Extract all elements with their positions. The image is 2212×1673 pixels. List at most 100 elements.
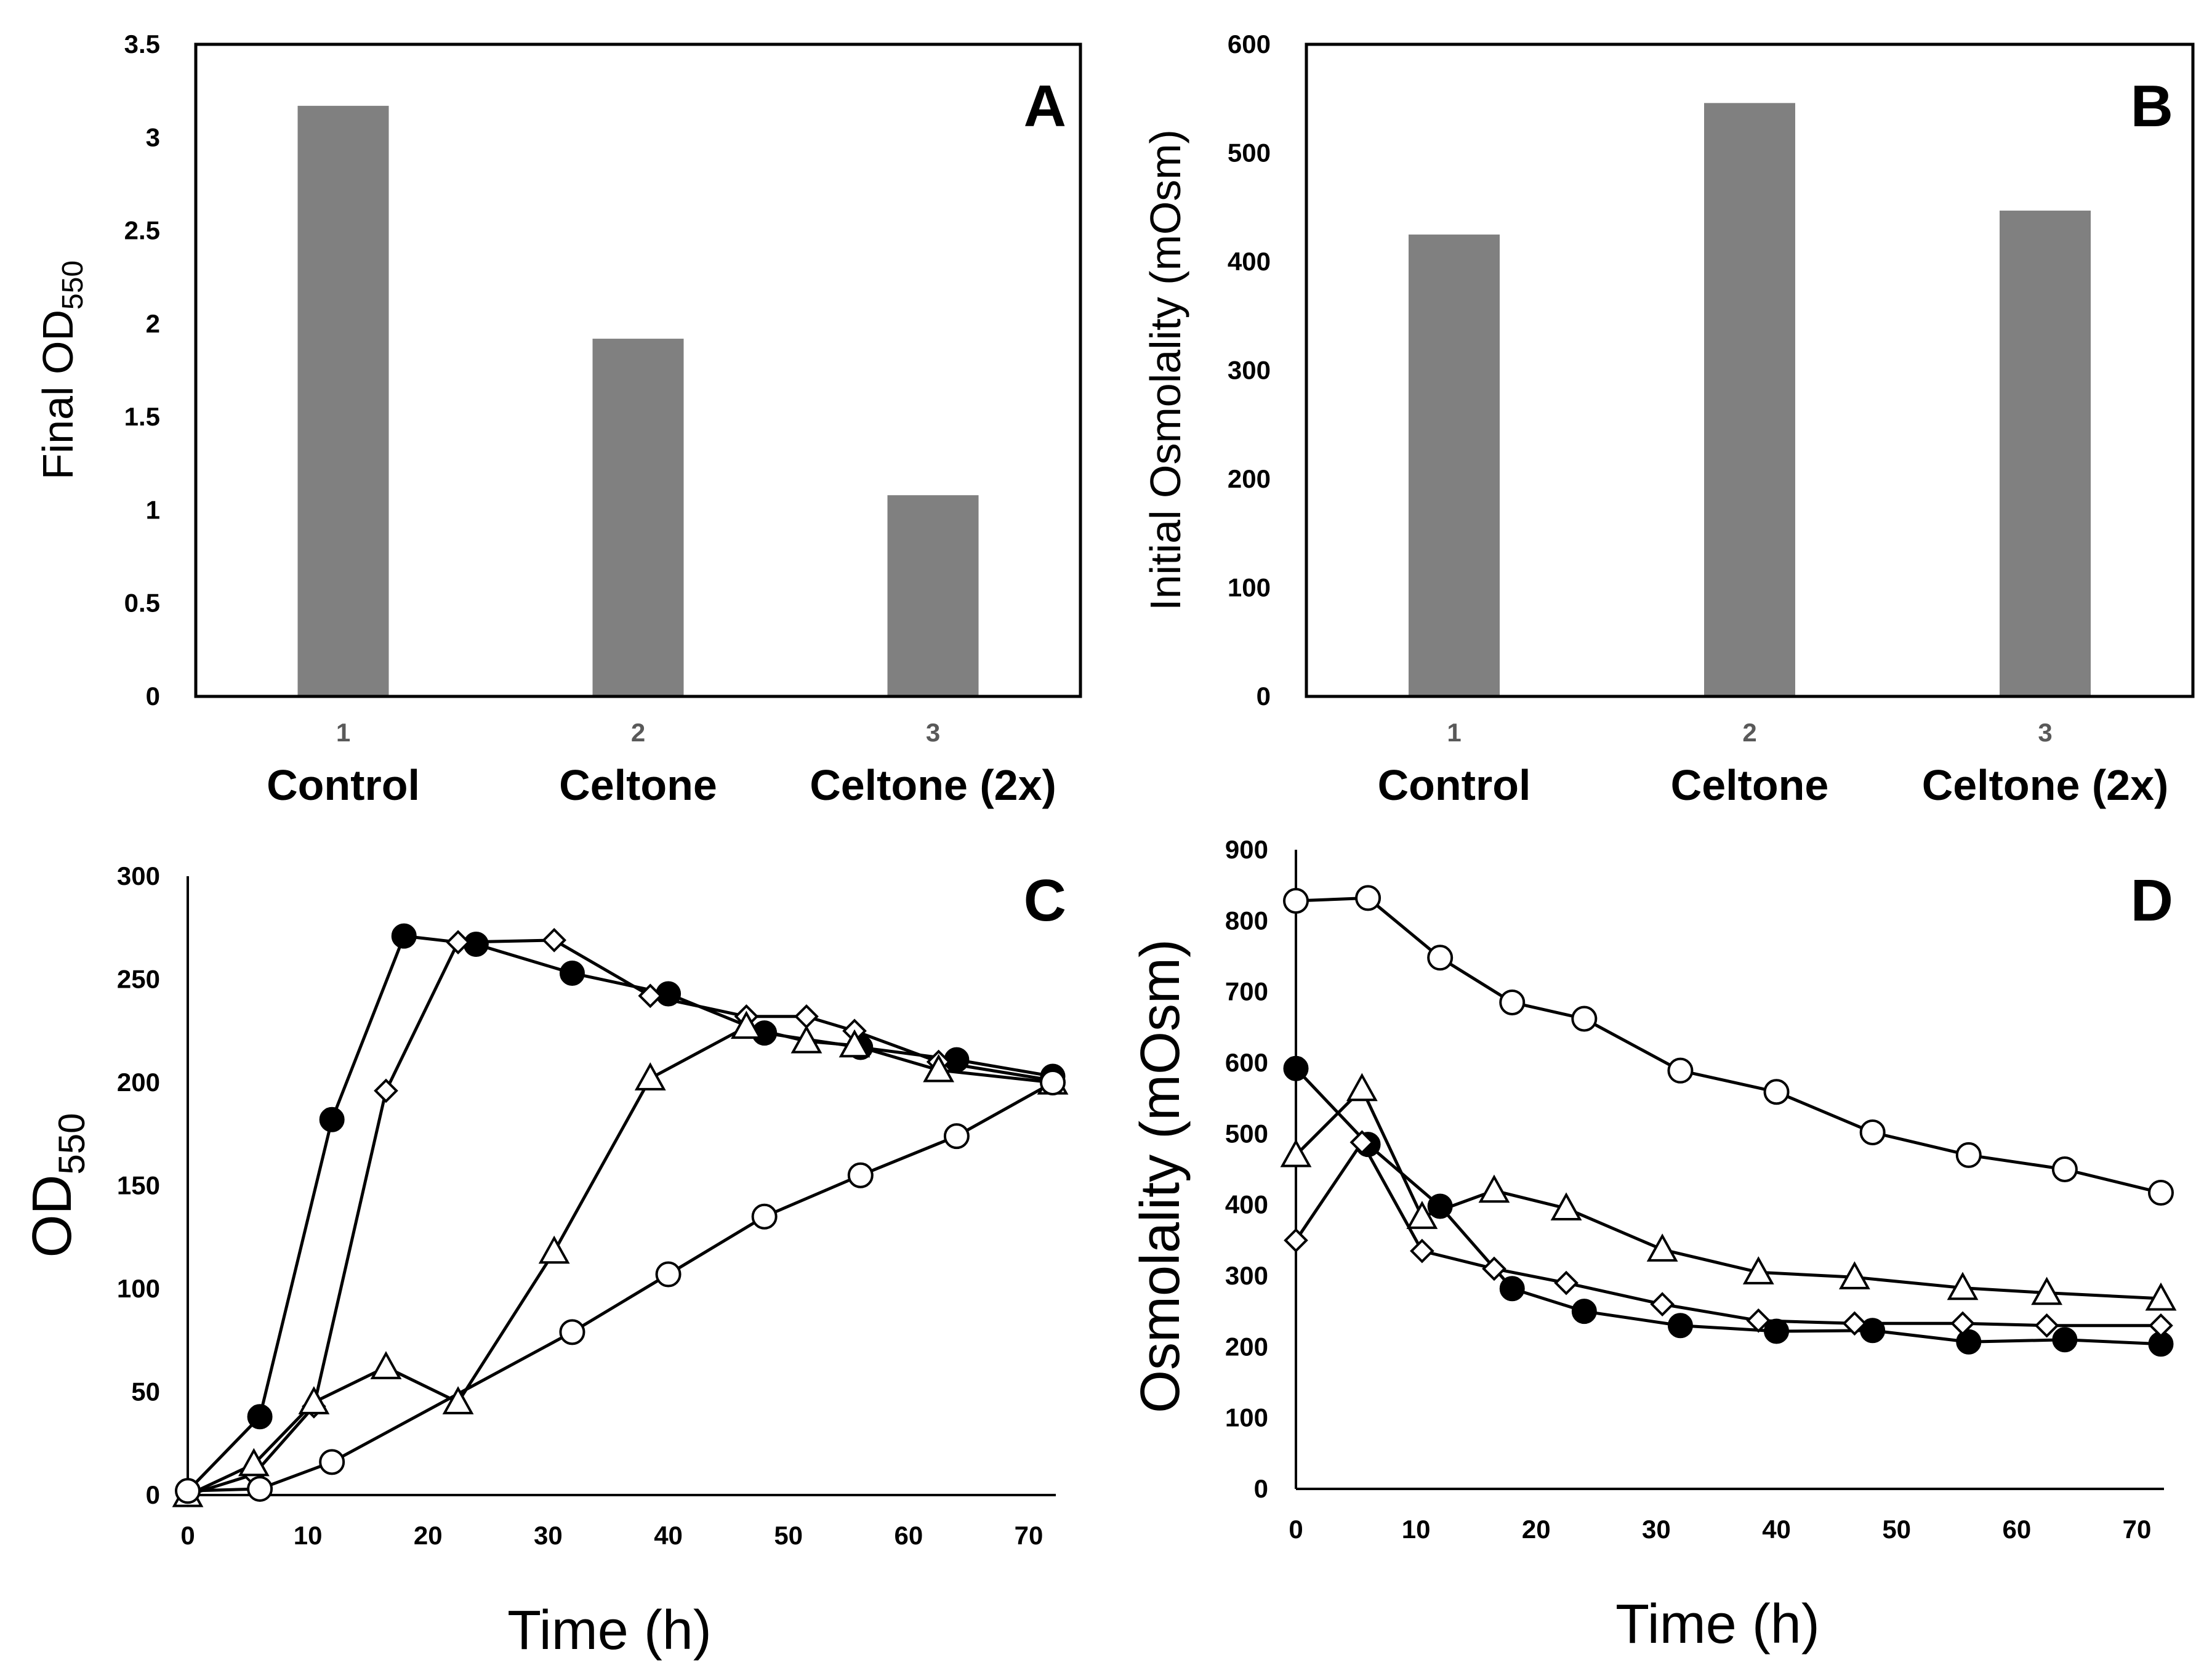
panel-d-point-diamond [2149,1313,2173,1338]
panel-c-point-triangle [790,1025,822,1054]
panel-d-point-open-circle [1427,945,1454,971]
panel-c-point-diamond [794,1004,819,1029]
panel-d-point-open-circle [1571,1006,1598,1032]
panel-a-category-label: Celtone (2x) [810,761,1056,809]
panel-b: B Initial Osmolality (mOsm) 0 100 200 300 40… [1141,30,2195,809]
panel-d-point-diamond [1842,1311,1867,1336]
panel-d-point-open-circle [1955,1142,1982,1168]
panel-d-y-axis-label: Osmolality (mOsm) [1130,939,1191,1413]
panel-d-point-filled-circle [2052,1327,2078,1353]
panel-c-point-open-circle [175,1478,201,1504]
panel-c-x-tick-label: 50 [774,1521,803,1550]
panel-d-series-line-filled-circle [1295,1067,2162,1346]
panel-d-y-tick-label: 400 [1225,1190,1268,1219]
panel-d-y-tick-label: 200 [1225,1332,1268,1361]
panel-c-y-tick-label: 100 [117,1274,160,1303]
panel-d-x-tick-label: 20 [1522,1515,1551,1544]
panel-c-point-filled-circle [247,1404,273,1430]
panel-d-x-tick-label: 60 [2002,1515,2031,1544]
panel-d: D Osmolality (mOsm) Time (h) 01002003004… [1130,835,2177,1655]
panel-c-point-diamond [542,928,567,953]
panel-d-point-open-circle [1499,989,1526,1015]
panel-a-y-tick-label: 0.5 [124,589,160,618]
panel-d-point-triangle [1478,1174,1510,1203]
panel-a-y-tick-label: 0 [146,682,160,711]
panel-d-point-triangle [1838,1261,1870,1289]
panel-a-bar [297,105,389,696]
panel-c-series-line-open-circle [187,1081,1054,1493]
panel-b-y-tick-label: 600 [1228,30,1271,58]
panel-c-point-filled-circle [559,960,585,986]
panel-a-bar [592,339,684,696]
panel-a-y-tick-label: 2.5 [124,216,160,245]
panel-d-point-open-circle [1355,885,1381,911]
panel-c-y-tick-label: 150 [117,1171,160,1200]
panel-d-point-diamond [1554,1270,1579,1296]
panel-c-point-triangle [538,1235,570,1264]
panel-b-y-tick-label: 0 [1257,682,1271,711]
panel-b-category-number: 2 [1742,718,1756,747]
panel-d-point-open-circle [1859,1119,1886,1146]
panel-c-point-filled-circle [319,1107,345,1132]
panel-c-point-filled-circle [391,923,417,949]
panel-b-y-tick-label: 400 [1228,247,1271,276]
panel-a-category-label: Celtone [559,761,717,809]
panel-c-x-axis-label: Time (h) [507,1600,712,1661]
panel-d-point-diamond [1950,1311,1975,1336]
panel-a-y-tick-label: 3.5 [124,30,160,58]
panel-d-point-filled-circle [1764,1318,1790,1344]
panel-d-point-triangle [1346,1073,1378,1102]
panel-d-point-triangle [1280,1139,1312,1167]
panel-c-y-tick-label: 200 [117,1068,160,1097]
panel-c-point-triangle [839,1029,871,1058]
panel-d-point-diamond [1349,1130,1375,1155]
panel-c-point-triangle [634,1062,666,1090]
panel-c-label: C [1024,868,1066,933]
panel-d-point-open-circle [1763,1079,1790,1105]
panel-a: A Final OD550 0 0.5 1 1.5 2 2.5 3 3.5 1 Control 2… [34,30,1082,809]
panel-c-point-triangle [442,1386,474,1414]
panel-b-category-label: Celtone [1671,761,1829,809]
panel-b-y-axis-label: Initial Osmolality (mOsm) [1141,129,1189,611]
panel-b-y-tick-label: 500 [1228,139,1271,167]
panel-c-series-line-triangle [187,1025,1053,1497]
panel-c-point-triangle [923,1054,955,1082]
panel-d-y-tick-label: 100 [1225,1403,1268,1432]
panel-c-series-line-diamond [187,938,1053,1497]
panel-a-y-tick-label: 3 [146,123,160,151]
panel-d-point-open-circle [1283,888,1309,914]
panel-d-point-triangle [1947,1272,1979,1300]
panel-d-point-open-circle [1667,1057,1694,1084]
panel-c-y-tick-label: 50 [131,1377,160,1406]
panel-c-point-diamond [374,1078,398,1103]
panel-c-point-triangle [370,1351,402,1379]
panel-a-y-tick-label: 1.5 [124,402,160,431]
panel-a-category-number: 1 [336,718,350,747]
panel-d-point-diamond [1482,1256,1506,1281]
panel-d-y-tick-label: 0 [1254,1474,1268,1503]
panel-d-x-tick-label: 40 [1762,1515,1791,1544]
panel-b-y-tick-label: 100 [1228,573,1271,602]
panel-c-point-triangle [298,1386,330,1414]
panel-c-y-tick-label: 250 [117,965,160,994]
panel-d-point-diamond [1650,1292,1675,1316]
panel-b-category-label: Control [1378,761,1531,809]
panel-d-point-triangle [1646,1233,1678,1262]
panel-b-category-number: 1 [1447,718,1461,747]
panel-d-point-triangle [1550,1192,1582,1221]
panel-b-y-tick-label: 200 [1228,464,1271,493]
panel-c-point-open-circle [319,1449,345,1475]
panel-c-y-tick-label: 300 [117,861,160,890]
panel-d-point-diamond [1410,1238,1434,1264]
panel-d-x-tick-label: 0 [1289,1515,1303,1544]
panel-c-x-tick-label: 60 [894,1521,923,1550]
panel-c-x-tick-label: 20 [414,1521,443,1550]
panel-d-point-triangle [1406,1201,1438,1229]
panel-d-x-tick-label: 30 [1642,1515,1671,1544]
panel-a-y-axis-label: Final OD550 [34,260,89,480]
panel-d-series-line-open-circle [1295,896,2162,1195]
panel-c-x-tick-label: 30 [534,1521,563,1550]
panel-d-y-tick-label: 600 [1225,1048,1268,1077]
panel-d-label: D [2131,868,2173,933]
